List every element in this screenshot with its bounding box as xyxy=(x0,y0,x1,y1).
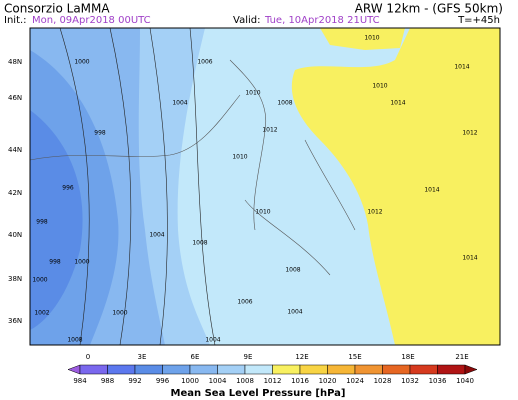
lat-label: 46N xyxy=(8,94,22,102)
isobar-label: 1012 xyxy=(262,127,277,134)
colorbar-swatch xyxy=(409,364,438,375)
isobar-label: 1004 xyxy=(149,232,164,239)
colorbar-swatch xyxy=(354,364,383,375)
colorbar-tick-label: 992 xyxy=(128,377,141,385)
lat-label: 44N xyxy=(8,146,22,154)
isobar-label: 1012 xyxy=(462,130,477,137)
colorbar-tick-label: 1008 xyxy=(236,377,254,385)
lon-label: 18E xyxy=(401,353,414,361)
lead-time: T=+45h xyxy=(457,15,500,26)
isobar-label: 1014 xyxy=(424,187,439,194)
colorbar-swatch xyxy=(382,364,411,375)
init-label: Init.: xyxy=(4,15,27,26)
isobar-label: 1012 xyxy=(367,209,382,216)
colorbar-swatch xyxy=(162,364,191,375)
colorbar-tick-label: 1012 xyxy=(264,377,282,385)
colorbar-title: Mean Sea Level Pressure [hPa] xyxy=(171,388,346,399)
lat-label: 40N xyxy=(8,231,22,239)
isobar-label: 998 xyxy=(94,130,106,137)
isobar-label: 1014 xyxy=(454,64,469,71)
isobar-label: 1008 xyxy=(285,267,300,274)
colorbar-swatch xyxy=(107,364,136,375)
model: ARW 12km - (GFS 50km) xyxy=(355,2,503,16)
isobar-label: 1014 xyxy=(462,255,477,262)
colorbar-tick-label: 988 xyxy=(101,377,114,385)
lon-label: 21E xyxy=(455,353,468,361)
colorbar-tick-label: 1036 xyxy=(429,377,447,385)
colorbar-swatch xyxy=(189,364,218,375)
colorbar-tick-label: 1028 xyxy=(374,377,392,385)
isobar-label: 1014 xyxy=(390,100,405,107)
isobar-label: 1010 xyxy=(364,35,379,42)
colorbar-tick-label: 984 xyxy=(73,377,87,385)
colorbar-tick-label: 1024 xyxy=(346,377,364,385)
pressure-1016 xyxy=(291,28,500,345)
colorbar-tick-label: 1040 xyxy=(456,377,474,385)
isobar-label: 1000 xyxy=(32,277,47,284)
map-frame xyxy=(29,27,501,346)
colorbar-tick-label: 996 xyxy=(156,377,170,385)
lat-label: 38N xyxy=(8,275,22,283)
isobar-label: 1010 xyxy=(232,154,247,161)
lon-label: 15E xyxy=(348,353,361,361)
isobar-label: 1008 xyxy=(277,100,292,107)
lon-label: 0 xyxy=(86,353,90,361)
valid-label: Valid: xyxy=(233,15,260,26)
valid-time: Tue, 10Apr2018 21UTC xyxy=(264,15,380,26)
lat-label: 42N xyxy=(8,189,22,197)
isobar-label: 1000 xyxy=(112,310,127,317)
axis-labels: 48N 46N 44N 42N 40N 38N 36N 0 3E 6E 9E 12E 15E 18E 21E xyxy=(8,58,469,361)
pressure-1016-north xyxy=(320,28,405,50)
lon-label: 9E xyxy=(244,353,253,361)
colorbar-end xyxy=(67,364,81,375)
colorbar: 984 988 992 996 1000 1004 1008 1012 1016 1020 1024… xyxy=(67,364,478,385)
lon-label: 6E xyxy=(191,353,200,361)
coastline xyxy=(29,59,356,276)
map xyxy=(29,27,501,346)
colorbar-swatch xyxy=(327,364,356,375)
colorbar-end xyxy=(464,364,478,375)
colorbar-swatch xyxy=(272,364,301,375)
isobar-label: 1000 xyxy=(74,259,89,266)
colorbar-tick-label: 1000 xyxy=(181,377,199,385)
colorbar-swatch xyxy=(437,364,466,375)
isobar-label: 1008 xyxy=(192,240,207,247)
colorbar-swatch xyxy=(244,364,273,375)
lat-label: 48N xyxy=(8,58,22,66)
colorbar-tick-label: 1032 xyxy=(401,377,419,385)
lat-label: 36N xyxy=(8,317,22,325)
isobar-label: 1008 xyxy=(67,337,82,344)
isobar-label: 996 xyxy=(62,185,74,192)
lon-label: 3E xyxy=(138,353,147,361)
colorbar-tick-label: 1020 xyxy=(319,377,337,385)
isobar-line xyxy=(59,27,216,346)
producer: Consorzio LaMMA xyxy=(4,2,110,16)
isobar-label: 1004 xyxy=(172,100,187,107)
colorbar-swatch xyxy=(79,364,108,375)
isobar-label: 1002 xyxy=(34,310,49,317)
colorbar-tick-label: 1016 xyxy=(291,377,309,385)
isobar-label: 1000 xyxy=(74,59,89,66)
isobar-label: 1006 xyxy=(197,59,212,66)
lon-label: 12E xyxy=(295,353,308,361)
init-time: Mon, 09Apr2018 00UTC xyxy=(32,15,151,26)
isobar-label: 1010 xyxy=(255,209,270,216)
isobar-label: 1010 xyxy=(245,90,260,97)
isobar-labels: 1000 1006 1010 1014 1004 1010 1008 1010 998 1012 1… xyxy=(32,35,477,344)
isobar-label: 998 xyxy=(36,219,48,226)
isobar-label: 1010 xyxy=(372,83,387,90)
isobar-label: 1004 xyxy=(287,309,302,316)
pressure-996 xyxy=(30,110,83,330)
colorbar-swatch xyxy=(134,364,163,375)
colorbar-swatch xyxy=(217,364,246,375)
isobar-label: 1004 xyxy=(205,337,220,344)
isobar-label: 1006 xyxy=(237,299,252,306)
colorbar-swatch xyxy=(299,364,328,375)
isobar-label: 998 xyxy=(49,259,61,266)
colorbar-tick-label: 1004 xyxy=(209,377,227,385)
